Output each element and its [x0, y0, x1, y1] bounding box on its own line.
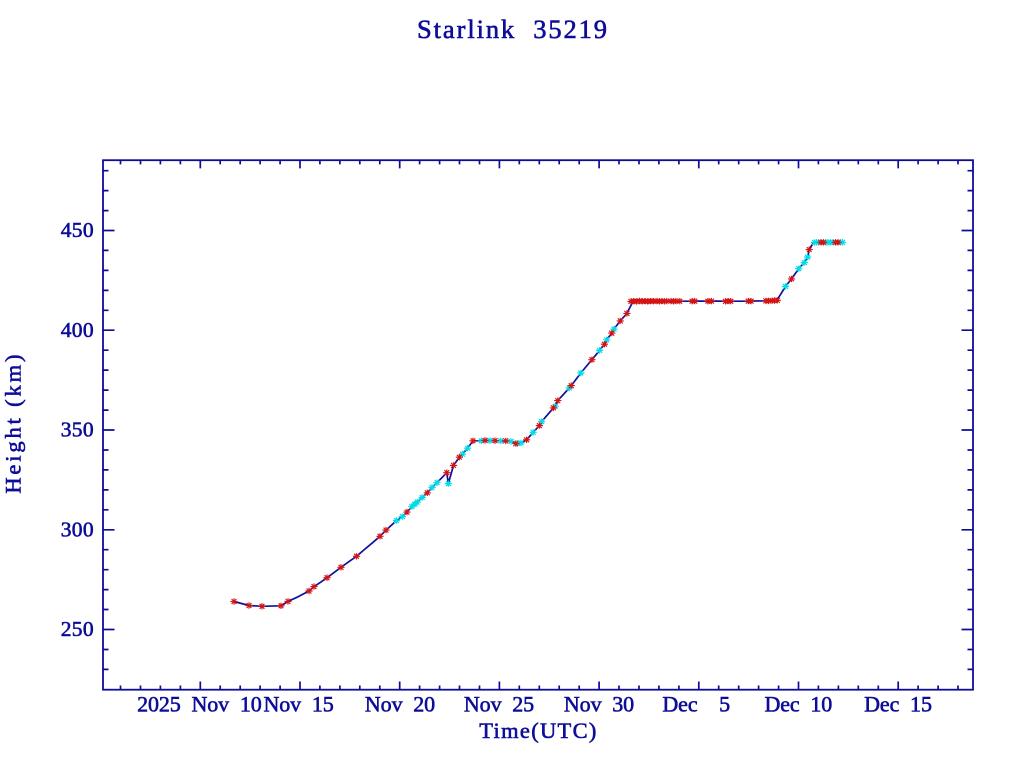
- svg-text:Time(UTC): Time(UTC): [479, 718, 597, 743]
- svg-text:Dec 15: Dec 15: [864, 692, 932, 717]
- svg-text:2025 Nov 10: 2025 Nov 10: [137, 692, 262, 717]
- svg-text:Nov 15: Nov 15: [263, 692, 333, 717]
- svg-text:Starlink 35219: Starlink 35219: [417, 14, 609, 44]
- svg-text:400: 400: [61, 318, 94, 342]
- svg-text:Dec 5: Dec 5: [662, 692, 730, 717]
- svg-text:Nov 30: Nov 30: [564, 692, 634, 717]
- svg-text:250: 250: [61, 617, 94, 641]
- svg-text:Dec 10: Dec 10: [764, 692, 832, 717]
- svg-text:Height (km): Height (km): [1, 352, 26, 494]
- svg-text:300: 300: [61, 517, 94, 541]
- svg-text:450: 450: [61, 218, 94, 242]
- svg-text:350: 350: [61, 418, 94, 442]
- svg-text:Nov 20: Nov 20: [365, 692, 435, 717]
- svg-text:Nov 25: Nov 25: [464, 692, 534, 717]
